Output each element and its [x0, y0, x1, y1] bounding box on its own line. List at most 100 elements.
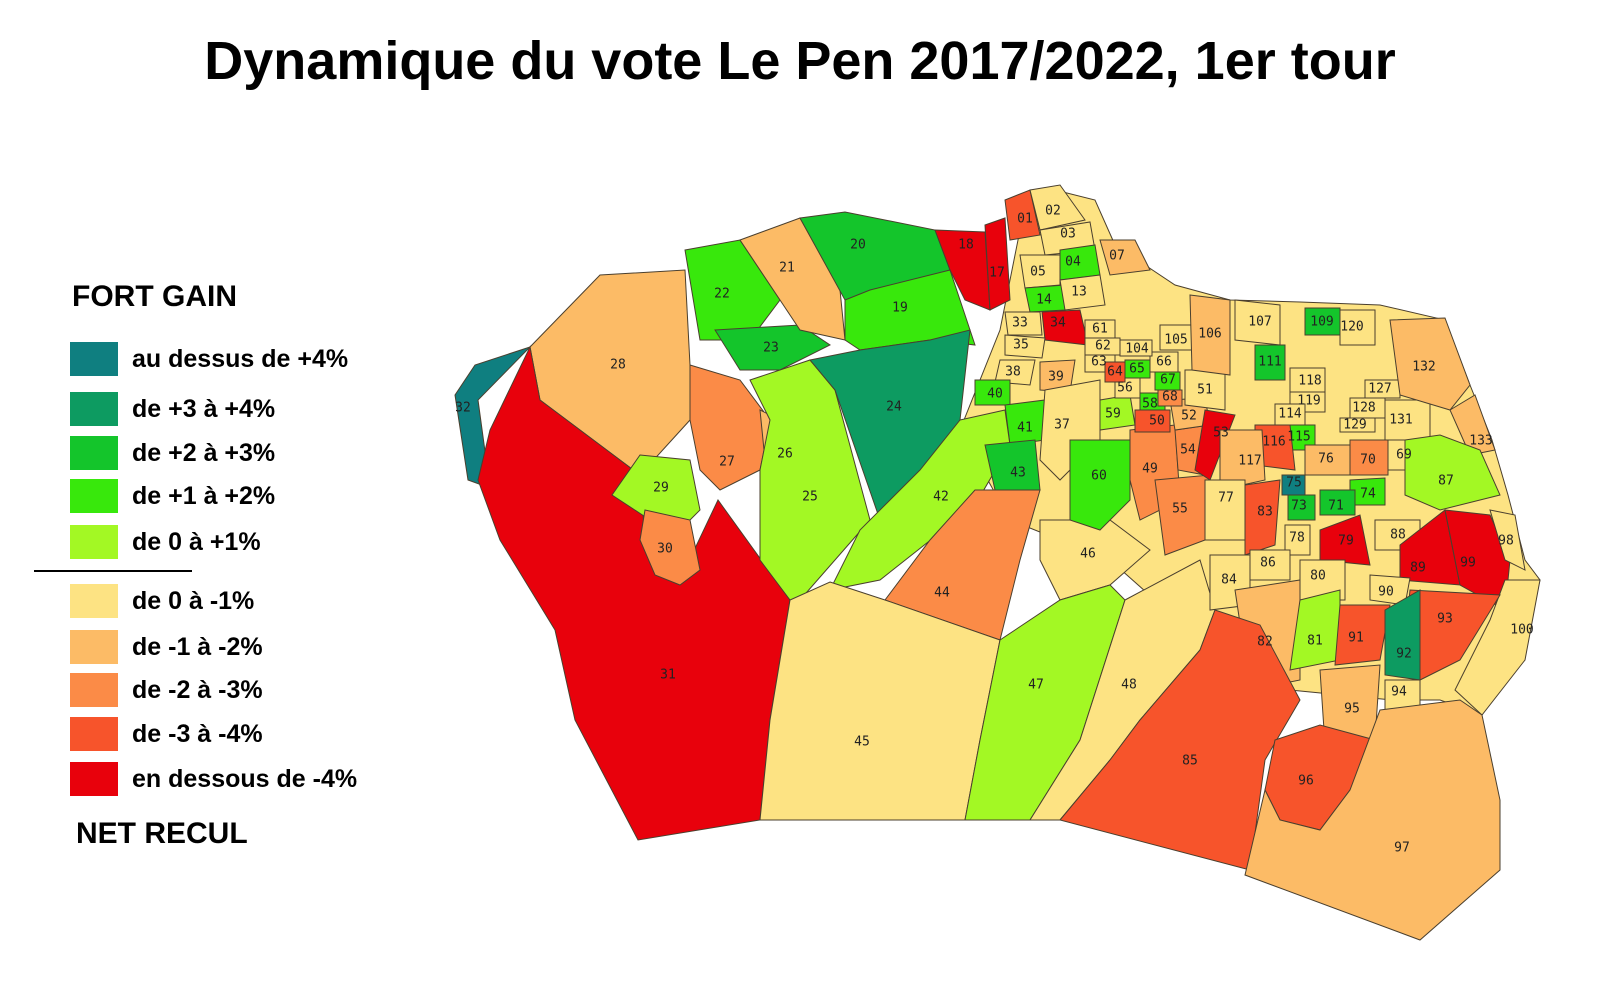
zone-label-80: 80	[1310, 569, 1326, 584]
zone-label-38: 38	[1005, 365, 1021, 380]
legend-swatch	[70, 717, 118, 751]
zone-label-127: 127	[1368, 382, 1391, 397]
zone-label-106: 106	[1198, 327, 1221, 342]
zone-label-97: 97	[1394, 841, 1410, 856]
zone-label-73: 73	[1291, 499, 1307, 514]
zone-label-70: 70	[1360, 453, 1376, 468]
zone-label-49: 49	[1142, 462, 1158, 477]
zone-label-114: 114	[1278, 407, 1302, 422]
zone-label-29: 29	[653, 481, 669, 496]
legend-item-above-4: au dessus de +4%	[70, 342, 348, 376]
zone-label-100: 100	[1510, 623, 1533, 638]
zone-label-01: 01	[1017, 212, 1033, 227]
zone-label-03: 03	[1060, 227, 1076, 242]
zone-35	[1004, 334, 1046, 359]
zone-label-129: 129	[1343, 418, 1366, 433]
zone-133	[1449, 394, 1496, 456]
zone-label-61: 61	[1092, 322, 1108, 337]
zone-label-42: 42	[933, 490, 949, 505]
zone-label-50: 50	[1149, 414, 1165, 429]
legend-swatch	[70, 762, 118, 796]
zone-label-30: 30	[657, 542, 673, 557]
zone-label-84: 84	[1221, 573, 1237, 588]
zone-label-47: 47	[1028, 678, 1044, 693]
legend-swatch	[70, 584, 118, 618]
legend-item-minus-3-to-minus-4: de -3 à -4%	[70, 717, 263, 751]
zone-label-02: 02	[1045, 204, 1061, 219]
zone-label-35: 35	[1013, 338, 1029, 353]
zone-label-33: 33	[1012, 316, 1028, 331]
zone-label-32: 32	[455, 401, 471, 416]
zone-label-55: 55	[1172, 502, 1188, 517]
zone-label-63: 63	[1091, 355, 1107, 370]
zone-02	[1029, 184, 1086, 231]
zone-label-46: 46	[1080, 547, 1096, 562]
zone-label-58: 58	[1142, 397, 1158, 412]
legend-label: de -2 à -3%	[132, 675, 263, 704]
legend-swatch	[70, 673, 118, 707]
zone-77	[1204, 479, 1246, 541]
zone-label-40: 40	[987, 387, 1003, 402]
zone-label-52: 52	[1181, 409, 1197, 424]
zone-32	[454, 346, 531, 489]
zone-label-14: 14	[1036, 293, 1052, 308]
zone-label-131: 131	[1389, 413, 1412, 428]
zone-label-104: 104	[1125, 342, 1149, 357]
zone-label-19: 19	[892, 301, 908, 316]
zone-label-59: 59	[1105, 407, 1121, 422]
zone-label-105: 105	[1164, 333, 1187, 348]
legend-item-minus-1-to-minus-2: de -1 à -2%	[70, 630, 263, 664]
zone-label-117: 117	[1238, 454, 1261, 469]
legend-label: de -1 à -2%	[132, 632, 263, 661]
zone-label-17: 17	[989, 266, 1005, 281]
zone-18	[934, 229, 991, 311]
legend-swatch	[70, 525, 118, 559]
zone-label-41: 41	[1017, 421, 1033, 436]
zone-91	[1334, 604, 1391, 666]
zone-label-26: 26	[777, 447, 793, 462]
zone-label-133: 133	[1469, 434, 1492, 449]
zone-label-37: 37	[1054, 418, 1070, 433]
legend-label: en dessous de -4%	[132, 764, 358, 793]
zone-42	[829, 409, 1011, 591]
zone-label-93: 93	[1437, 612, 1453, 627]
zone-label-07: 07	[1109, 249, 1125, 264]
zone-label-39: 39	[1048, 370, 1064, 385]
zone-label-107: 107	[1248, 315, 1271, 330]
zone-64	[1104, 361, 1126, 383]
legend-item-0-to-1: de 0 à +1%	[70, 525, 261, 559]
legend-label: de 0 à +1%	[132, 527, 261, 556]
zone-label-96: 96	[1298, 774, 1314, 789]
zone-106	[1189, 294, 1231, 376]
legend-swatch	[70, 479, 118, 513]
zone-label-79: 79	[1338, 534, 1354, 549]
zone-label-43: 43	[1010, 466, 1026, 481]
legend-label: de +3 à +4%	[132, 394, 276, 423]
legend-swatch	[70, 342, 118, 376]
zone-60	[1069, 439, 1131, 531]
zone-label-18: 18	[958, 238, 974, 253]
zone-label-23: 23	[763, 341, 779, 356]
legend-label: de 0 à -1%	[132, 586, 255, 615]
zone-label-77: 77	[1218, 491, 1234, 506]
zone-label-05: 05	[1030, 265, 1046, 280]
zone-label-87: 87	[1438, 474, 1454, 489]
zone-label-82: 82	[1257, 635, 1273, 650]
legend-item-3-to-4: de +3 à +4%	[70, 392, 275, 426]
zone-label-71: 71	[1328, 499, 1344, 514]
zone-label-64: 64	[1107, 365, 1123, 380]
zone-71	[1319, 489, 1356, 516]
zone-label-13: 13	[1071, 285, 1087, 300]
zone-30	[639, 509, 701, 586]
legend-heading-net-decline: NET RECUL	[76, 817, 248, 850]
zone-label-51: 51	[1197, 383, 1213, 398]
zone-label-128: 128	[1352, 401, 1375, 416]
zone-97	[1244, 699, 1501, 941]
map-title: Dynamique du vote Le Pen 2017/2022, 1er …	[204, 31, 1396, 91]
zone-label-95: 95	[1344, 702, 1360, 717]
zone-label-91: 91	[1348, 631, 1364, 646]
zone-label-67: 67	[1160, 373, 1176, 388]
zone-68	[1157, 389, 1183, 407]
legend-swatch	[70, 436, 118, 470]
